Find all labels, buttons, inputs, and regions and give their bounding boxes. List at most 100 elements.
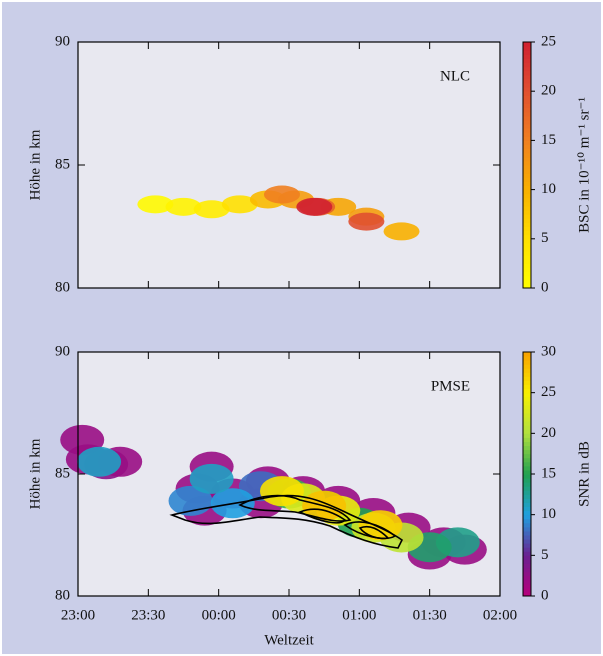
colorbar-cell [523,189,531,195]
colorbar-cell [523,271,531,277]
colorbar-cell [523,437,531,442]
colorbar-cell [523,563,531,569]
colorbar-cell [523,575,531,581]
colorbar-tick-label: 0 [541,279,549,295]
colorbar-cell [523,132,531,137]
colorbar-cell [523,465,531,471]
colorbar-cell [523,486,531,491]
colorbar-cell [523,571,531,577]
heat-cell [189,463,234,494]
axes: 80 85 90 NLC Höhe in km 0 5 10 15 20 25 BSC in 10⁻¹… [27,33,592,648]
colorbar-tick-label: 5 [541,547,549,563]
colorbar-cell [523,177,531,182]
colorbar-cell [523,543,531,548]
colorbar-cell [523,380,531,386]
colorbar-cell [523,263,531,268]
colorbar-cell [523,368,531,373]
colorbar-cell [523,352,531,357]
panel-title: NLC [440,68,470,84]
colorbar-cell [523,490,531,495]
colorbar-cell [523,222,531,227]
colorbar-cell [523,95,531,100]
colorbar-cell [523,417,531,422]
colorbar-cell [523,119,531,125]
colorbar-cell [523,210,531,215]
colorbar-cell [523,384,531,390]
colorbar-cell [523,103,531,109]
colorbar-cell [523,279,531,285]
x-tick-label: 00:30 [272,607,306,623]
colorbar-tick-label: 25 [541,33,556,49]
colorbar-tick-label: 15 [541,132,556,148]
contour [358,525,390,540]
colorbar-cell [523,526,531,532]
heat-cell [296,197,333,216]
y-tick-label: 90 [55,343,70,359]
colorbar-cell [523,115,531,121]
colorbar-label: SNR in dB [576,441,592,507]
colorbar-cell [523,567,531,573]
x-tick-label: 02:00 [483,607,517,623]
colorbar-cell [523,579,531,585]
colorbar-cell [523,429,531,434]
colorbar-cell [523,156,531,162]
colorbar-cell [523,494,531,499]
colorbar-cell [523,99,531,104]
colorbar-tick-label: 5 [541,230,549,246]
x-tick-label: 00:00 [202,607,236,623]
colorbar-cell [523,396,531,402]
contour [169,494,404,549]
colorbar-cell [523,201,531,207]
colorbar-cell [523,226,531,232]
x-axis-label: Weltzeit [264,632,314,648]
colorbar-cell [523,160,531,166]
colorbar-cell [523,469,531,475]
colorbar-cell [523,173,531,178]
colorbar-cell [523,514,531,520]
colorbar-cell [523,421,531,426]
colorbar-cell [523,169,531,174]
colorbar-cell [523,46,531,51]
nlc-panel [137,185,420,241]
colorbar-cell [523,510,531,516]
colorbar-cell [523,388,531,394]
x-tick-label: 01:30 [413,607,447,623]
colorbar-cell [523,242,531,248]
colorbar-cell [523,392,531,398]
colorbar-cell [523,83,531,88]
plot-area [78,42,500,288]
colorbar-cell [523,555,531,560]
colorbar-cell [523,413,531,418]
colorbar-cell [523,136,531,141]
colorbar-tick-label: 10 [541,181,556,197]
colorbar-cell [523,482,531,487]
colorbar-cell [523,144,531,150]
heat-cell [193,200,230,219]
colorbar-cell [523,214,531,219]
heat-cell [259,476,304,507]
colorbar-cell [523,124,531,129]
colorbar-cell [523,449,531,455]
y-axis-label: Höhe in km [27,438,43,509]
heat-cell [348,212,385,231]
colorbar-cell [523,259,531,264]
colorbar-cell [523,62,531,68]
colorbar-cell [523,539,531,544]
colorbar-cell [523,230,531,236]
colorbar-cell [523,376,531,381]
colorbar-cell [523,530,531,536]
colorbar-cell [523,474,531,479]
x-tick-label: 23:00 [61,607,95,623]
colorbar-cell [523,356,531,361]
heat-cell [263,185,300,204]
y-axis-label: Höhe in km [27,129,43,200]
colorbar-cell [523,148,531,154]
colorbar-cell [523,70,531,76]
colorbar-cell [523,404,531,410]
colorbar-cell [523,128,531,133]
colorbar-cell [523,433,531,438]
colorbar-cell [523,91,531,96]
colorbar-tick-label: 20 [541,425,556,441]
colorbar-cell [523,591,531,597]
colorbar-cell [523,457,531,463]
